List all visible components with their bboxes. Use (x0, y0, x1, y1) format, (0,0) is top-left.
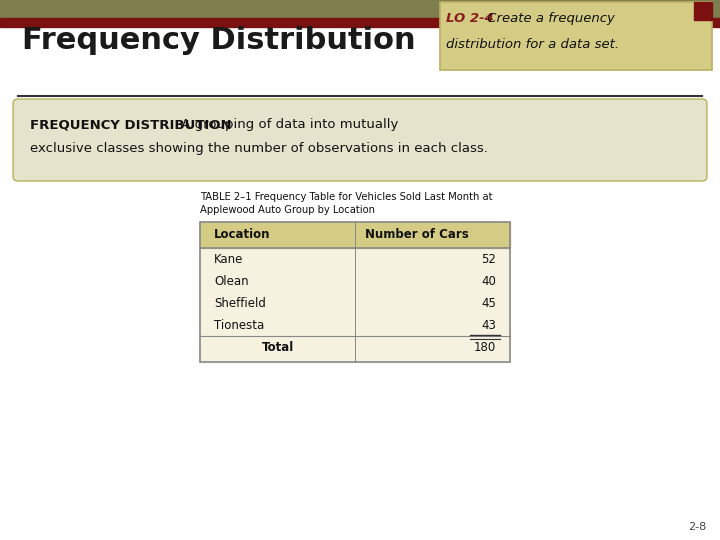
Text: FREQUENCY DISTRIBUTION: FREQUENCY DISTRIBUTION (30, 118, 232, 131)
Text: 52: 52 (481, 253, 496, 266)
Text: distribution for a data set.: distribution for a data set. (446, 38, 619, 51)
Text: Olean: Olean (214, 275, 248, 288)
Text: 2-8: 2-8 (688, 522, 706, 532)
Text: Kane: Kane (214, 253, 243, 266)
Text: 45: 45 (481, 297, 496, 310)
Text: A grouping of data into mutually: A grouping of data into mutually (177, 118, 398, 131)
Text: LO 2-4: LO 2-4 (446, 12, 494, 25)
Text: TABLE 2–1 Frequency Table for Vehicles Sold Last Month at: TABLE 2–1 Frequency Table for Vehicles S… (200, 192, 492, 202)
Text: Frequency Distribution: Frequency Distribution (22, 26, 415, 55)
Text: 43: 43 (481, 319, 496, 332)
Text: Create a frequency: Create a frequency (483, 12, 615, 25)
Bar (0, 18, 720, 27)
Text: exclusive classes showing the number of observations in each class.: exclusive classes showing the number of … (30, 142, 488, 155)
Text: 40: 40 (481, 275, 496, 288)
Bar (200, 222, 510, 362)
Text: Applewood Auto Group by Location: Applewood Auto Group by Location (200, 205, 375, 215)
Bar (200, 222, 510, 248)
Text: Tionesta: Tionesta (214, 319, 264, 332)
FancyBboxPatch shape (13, 99, 707, 181)
Bar (0, 0, 720, 18)
Bar (694, 2, 712, 20)
Text: 180: 180 (474, 341, 496, 354)
Bar (200, 222, 510, 362)
Text: Location: Location (214, 228, 271, 241)
Text: Total: Total (262, 341, 294, 354)
Text: Sheffield: Sheffield (214, 297, 266, 310)
Text: Number of Cars: Number of Cars (365, 228, 469, 241)
FancyBboxPatch shape (440, 2, 712, 70)
